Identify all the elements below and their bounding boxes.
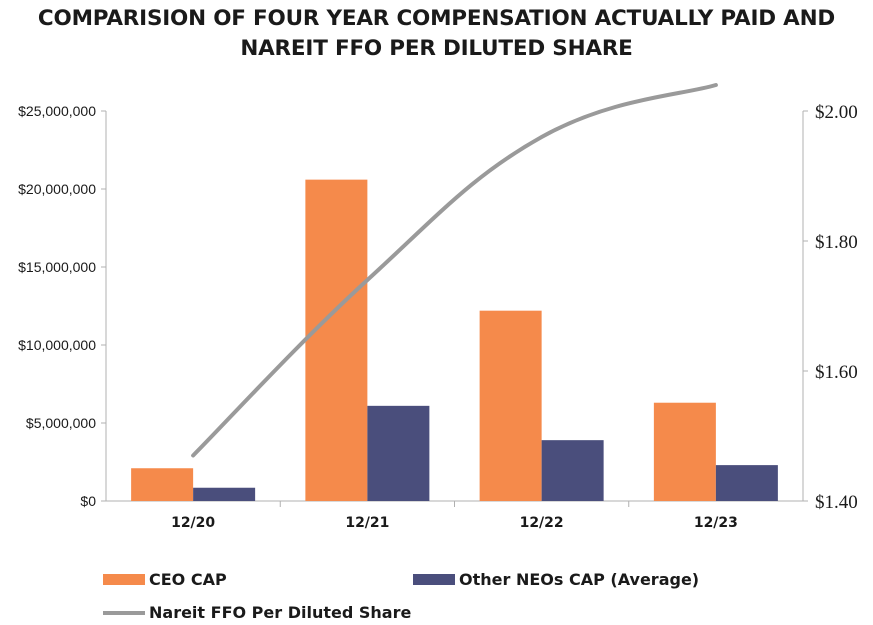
x-tick-label: 12/23 — [694, 515, 738, 531]
left-tick-label: $5,000,000 — [26, 415, 96, 431]
legend-label-nareit-ffo: Nareit FFO Per Diluted Share — [149, 603, 412, 622]
legend-swatch-other-neos-cap — [413, 574, 455, 585]
legend-label-other-neos-cap: Other NEOs CAP (Average) — [459, 570, 700, 589]
legend-item-nareit-ffo: Nareit FFO Per Diluted Share — [103, 603, 411, 622]
legend-swatch-ceo-cap — [103, 574, 145, 585]
bar-other-neos-cap-average — [541, 440, 604, 501]
legend-item-ceo-cap: CEO CAP — [103, 570, 227, 589]
chart-title: COMPARISION OF FOUR YEAR COMPENSATION AC… — [0, 4, 873, 64]
right-tick-label: $1.40 — [815, 492, 858, 513]
x-tick-label: 12/22 — [520, 515, 564, 531]
bar-other-neos-cap-average — [367, 405, 430, 501]
legend-item-other-neos-cap: Other NEOs CAP (Average) — [413, 570, 699, 589]
x-tick-label: 12/20 — [171, 515, 215, 531]
bar-ceo-cap — [479, 310, 542, 501]
right-tick-label: $2.00 — [815, 102, 858, 123]
bar-ceo-cap — [653, 402, 716, 501]
line-nareit-ffo-per-diluted-share — [191, 83, 718, 458]
left-tick-label: $25,000,000 — [18, 103, 96, 119]
left-tick-label: $0 — [80, 493, 96, 509]
bar-ceo-cap — [131, 468, 194, 501]
bar-ceo-cap — [305, 179, 368, 501]
chart-title-line-1: COMPARISION OF FOUR YEAR COMPENSATION AC… — [37, 6, 836, 31]
left-tick-label: $20,000,000 — [18, 181, 96, 197]
bar-other-neos-cap-average — [715, 465, 778, 501]
legend-label-ceo-cap: CEO CAP — [149, 570, 227, 589]
left-tick-label: $10,000,000 — [18, 337, 96, 353]
chart-title-line-2: NAREIT FFO PER DILUTED SHARE — [240, 36, 633, 61]
x-tick-label: 12/21 — [345, 515, 389, 531]
legend-swatch-nareit-ffo — [103, 610, 145, 615]
bar-other-neos-cap-average — [193, 487, 256, 501]
right-tick-label: $1.80 — [815, 232, 858, 253]
right-tick-label: $1.60 — [815, 362, 858, 383]
left-tick-label: $15,000,000 — [18, 259, 96, 275]
